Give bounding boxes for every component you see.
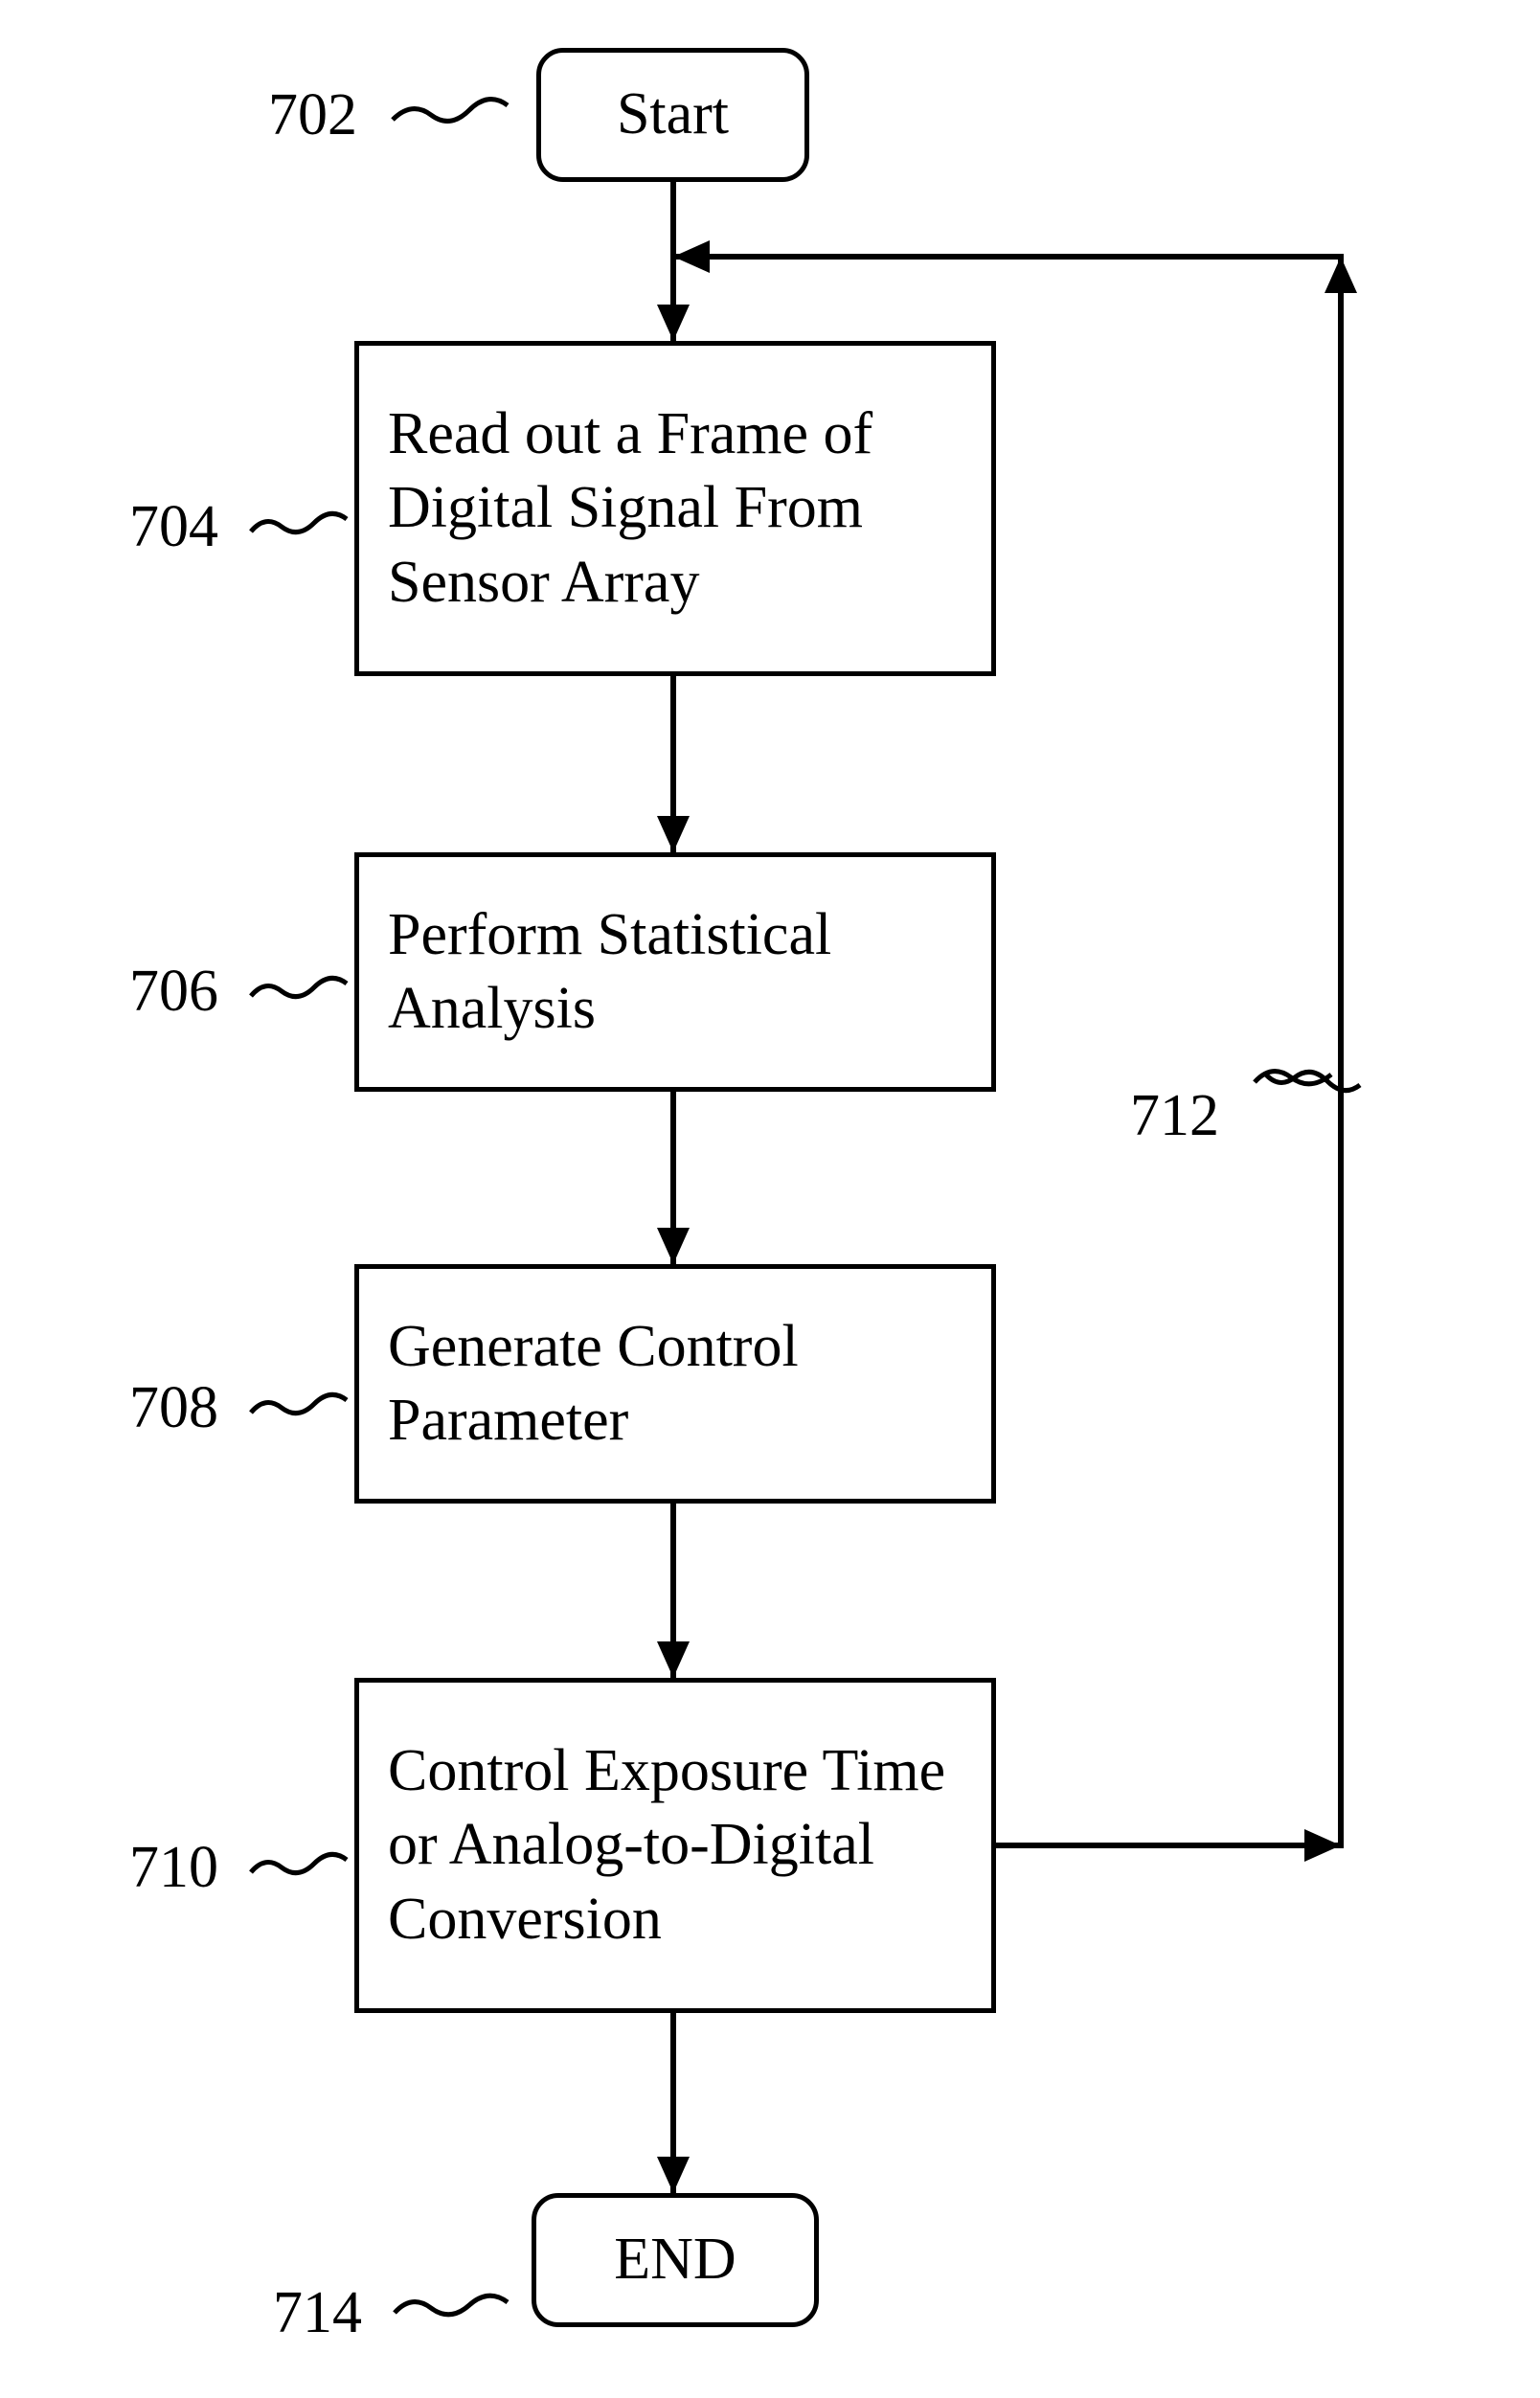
node-start: Start — [536, 48, 809, 182]
node-start-text: Start — [588, 78, 758, 152]
node-generate: Generate Control Parameter — [354, 1264, 996, 1504]
label-704: 704 — [129, 493, 218, 561]
node-analysis: Perform Statistical Analysis — [354, 852, 996, 1092]
label-706: 706 — [129, 958, 218, 1026]
node-analysis-text: Perform Statistical Analysis — [359, 898, 991, 1047]
label-710: 710 — [129, 1834, 218, 1902]
label-714: 714 — [273, 2279, 362, 2347]
node-readout: Read out a Frame of Digital Signal From … — [354, 341, 996, 676]
node-control: Control Exposure Time or Analog-to-Digit… — [354, 1678, 996, 2013]
label-708: 708 — [129, 1374, 218, 1442]
node-generate-text: Generate Control Parameter — [359, 1310, 991, 1459]
node-readout-text: Read out a Frame of Digital Signal From … — [359, 397, 991, 621]
flowchart-container: Start 702 Read out a Frame of Digital Si… — [0, 0, 1540, 2398]
node-control-text: Control Exposure Time or Analog-to-Digit… — [359, 1734, 991, 1957]
node-end-text: END — [585, 2223, 764, 2297]
node-end: END — [532, 2193, 819, 2327]
label-712: 712 — [1130, 1082, 1219, 1150]
label-702: 702 — [268, 81, 357, 149]
